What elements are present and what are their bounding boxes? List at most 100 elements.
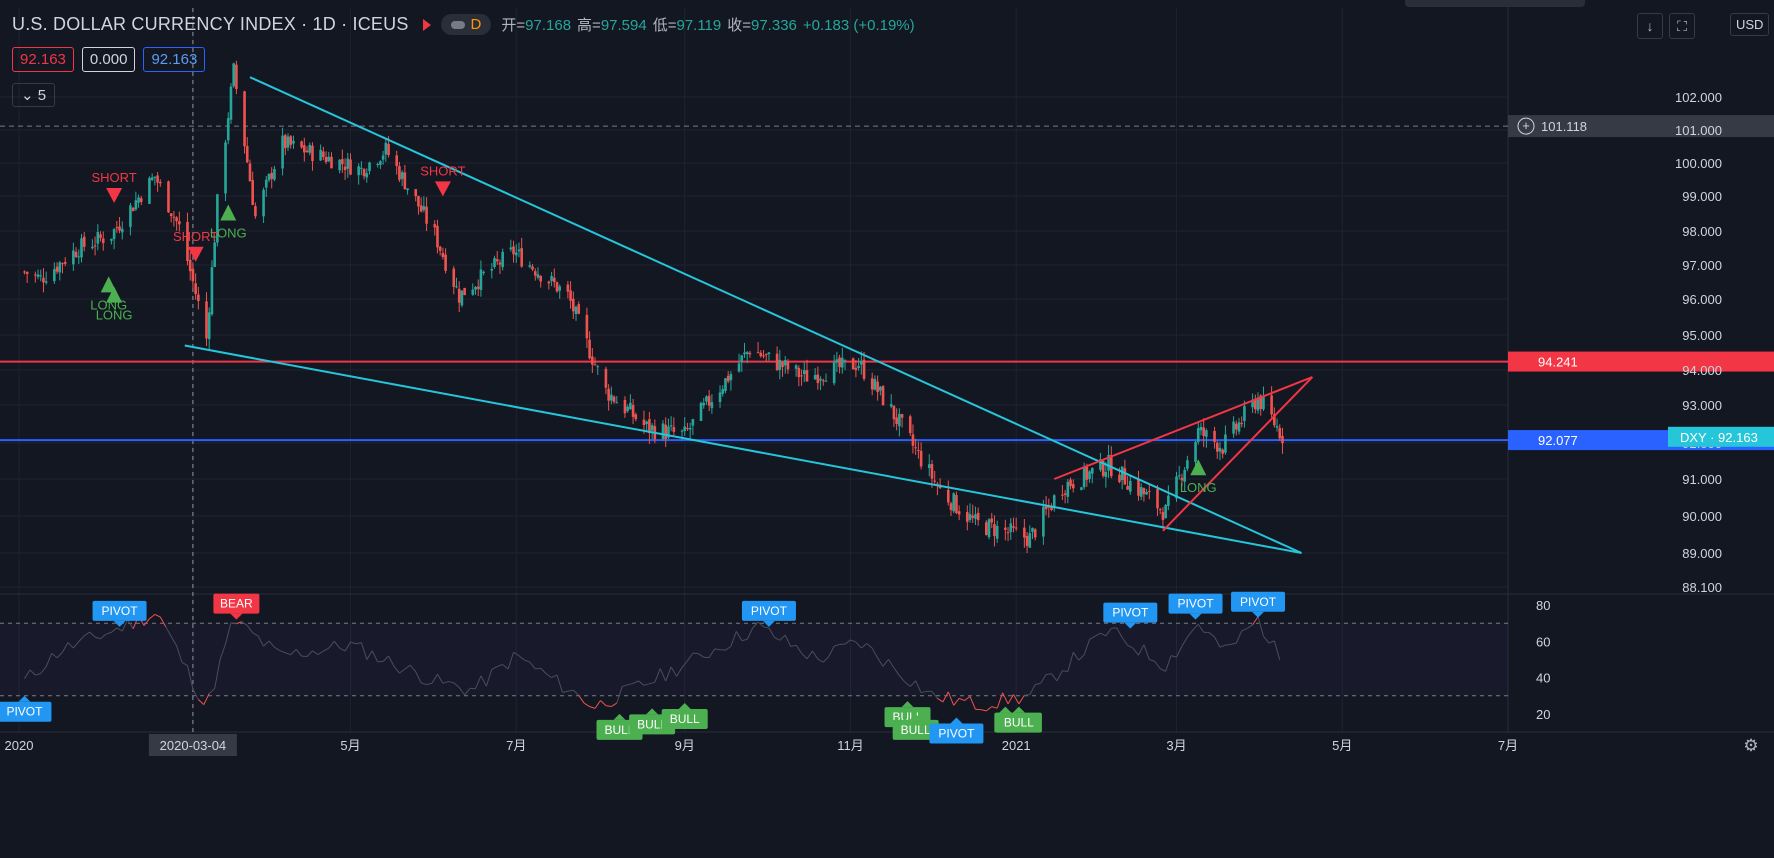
candle-body [816, 374, 820, 384]
oscillator-segment [1159, 668, 1166, 672]
symbol-title[interactable]: U.S. DOLLAR CURRENCY INDEX · 1D · ICEUS [12, 14, 409, 34]
candle-body [664, 424, 667, 440]
oscillator-segment [589, 706, 596, 709]
candle [781, 361, 784, 377]
candle-body [1042, 506, 1045, 537]
candle [876, 375, 879, 401]
candle-body [476, 286, 480, 289]
candle-body [933, 480, 936, 482]
oscillator-segment [969, 696, 976, 710]
candle-body [1161, 511, 1165, 520]
candle-body [634, 414, 638, 420]
candle-body [857, 365, 860, 369]
candle-body [55, 266, 59, 272]
candle [153, 176, 157, 186]
candle-body [422, 206, 426, 210]
long-signal: LONG [210, 204, 247, 241]
candle [634, 412, 638, 422]
oscillator-segment [714, 648, 721, 651]
flag-icon[interactable] [422, 18, 431, 31]
bid-badge[interactable]: 92.163 [12, 47, 74, 72]
candle-body [745, 352, 749, 354]
candle [1104, 461, 1108, 488]
oscillator-segment [263, 640, 270, 647]
oscillator-segment [1219, 644, 1226, 648]
candle-body [1273, 414, 1276, 426]
candle [226, 112, 230, 145]
candle-body [93, 245, 97, 247]
oscillator-segment [323, 647, 330, 652]
candle-body [463, 287, 466, 296]
candle [1221, 448, 1225, 459]
fullscreen-icon[interactable]: ⛶ [1669, 13, 1695, 39]
currency-button[interactable]: USD [1730, 13, 1770, 36]
label-pointer [678, 702, 691, 709]
candle [512, 240, 515, 263]
candle [1164, 503, 1167, 519]
oscillator-segment [1235, 630, 1243, 644]
candle-body [129, 205, 132, 227]
candle [286, 133, 290, 151]
price-tick-label: 95.000 [1682, 328, 1722, 343]
candle-body [1167, 495, 1170, 506]
oscillator-segment [953, 698, 960, 706]
ohlc-value: 97.594 [600, 17, 647, 34]
candle-body [82, 236, 86, 247]
price-tick-label: 88.100 [1682, 580, 1722, 595]
candle [767, 352, 771, 361]
candle-body [1175, 476, 1178, 499]
candle-body [995, 525, 999, 539]
candle-body [813, 374, 817, 380]
candle [1161, 507, 1165, 529]
candle [63, 257, 67, 267]
oscillator-segment [931, 691, 938, 699]
candle-body [262, 189, 265, 217]
candle [737, 353, 741, 373]
download-icon[interactable]: ↓ [1637, 13, 1663, 39]
interval-pill[interactable]: D [440, 14, 492, 35]
candle [53, 262, 56, 284]
current-price-text: DXY · 92.163 [1680, 430, 1758, 445]
candle [1088, 470, 1091, 483]
oscillator-segment [784, 634, 792, 647]
candle [743, 342, 746, 358]
candle [805, 359, 809, 382]
oscillator-segment [964, 696, 971, 701]
candle [403, 164, 407, 190]
candle-body [438, 246, 442, 251]
oscillator-segment [1197, 623, 1205, 633]
indicators-toggle[interactable]: ⌄ 5 [12, 83, 56, 107]
candle-body [455, 286, 458, 288]
candle [669, 416, 673, 432]
oscillator-segment [708, 648, 716, 658]
candle-body [968, 514, 972, 520]
candle-body [1243, 406, 1246, 421]
label-text: BEAR [220, 597, 253, 611]
ask-badge[interactable]: 92.163 [143, 47, 206, 72]
candle-body [588, 339, 591, 359]
candle [205, 292, 208, 347]
time-axis: 2020 2020-03-04 5月 7月 9月 11月 2021 3月 5月 7月 ⚙ [5, 734, 1759, 756]
candle-body [267, 174, 271, 181]
candle [346, 152, 350, 178]
label-bg [995, 712, 1042, 733]
candle [794, 364, 798, 377]
candle-body [213, 242, 216, 267]
candle [482, 270, 485, 276]
oscillator-segment [502, 664, 509, 670]
candle [604, 366, 608, 395]
label-pointer [999, 706, 1012, 713]
oscillator-segment [45, 653, 53, 667]
oscillator-segment [111, 627, 118, 633]
time-tick-label: 7月 [506, 738, 526, 753]
oscillator-segment [795, 644, 802, 654]
candle-body [365, 173, 369, 178]
oscillator-segment [1273, 640, 1281, 660]
candle [414, 188, 418, 202]
candle [1180, 473, 1184, 487]
oscillator-segment [583, 702, 590, 708]
oscillator-segment [1241, 627, 1248, 632]
candle-body [900, 414, 904, 418]
candle-body [737, 363, 741, 372]
